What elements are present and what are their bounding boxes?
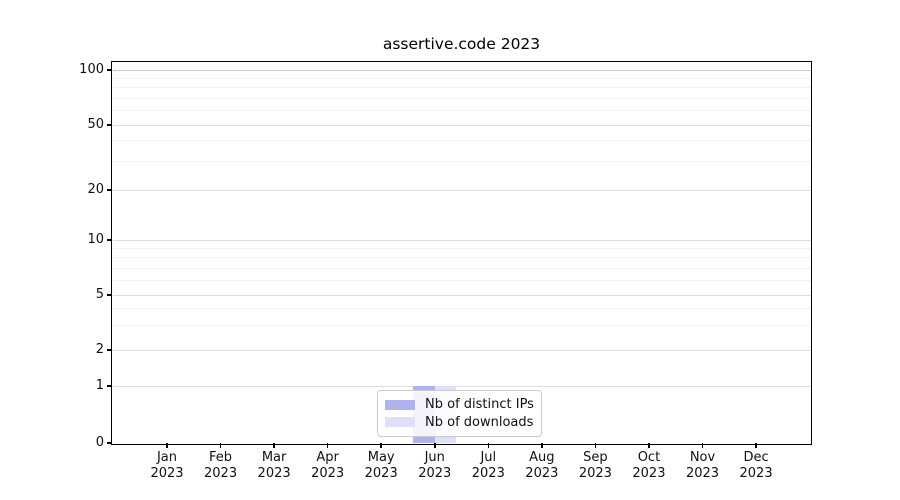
x-tick-label: Aug 2023: [507, 450, 577, 481]
y-tick-mark: [106, 124, 112, 126]
x-tick-label-line: Feb: [209, 450, 233, 465]
x-tick-label-line: Jan: [156, 450, 178, 465]
y-gridline-minor: [112, 257, 811, 259]
x-tick-label: Sep 2023: [560, 450, 630, 481]
x-tick-label: Jun 2023: [400, 450, 470, 481]
y-gridline-major: [112, 69, 811, 71]
x-tick-label: Feb 2023: [186, 450, 256, 481]
y-tick-mark: [106, 239, 112, 241]
x-tick-label-line: 2023: [739, 465, 773, 481]
x-tick-label: Nov 2023: [668, 450, 738, 481]
x-tick-label-line: Sep: [583, 450, 608, 465]
x-tick-mark: [380, 443, 382, 448]
x-tick-label: May 2023: [346, 450, 416, 481]
x-tick-label-line: Jun: [424, 450, 445, 465]
y-tick-label: 20: [87, 182, 104, 197]
chart-title: assertive.code 2023: [382, 35, 541, 53]
x-tick-label-line: 2023: [685, 465, 720, 481]
y-gridline-minor: [112, 87, 811, 89]
y-tick-mark: [106, 189, 112, 191]
x-tick-label: Oct 2023: [614, 450, 684, 481]
x-tick-label-line: 2023: [578, 465, 612, 481]
x-tick-label-line: May: [367, 450, 395, 465]
x-tick-label-line: 2023: [418, 465, 452, 481]
y-tick-mark: [106, 69, 112, 71]
plot-area: [112, 62, 811, 443]
y-tick-label: 1: [95, 378, 104, 393]
x-tick-mark: [648, 443, 650, 448]
x-tick-label-line: 2023: [150, 465, 184, 481]
y-tick-label: 50: [87, 117, 104, 132]
x-tick-mark: [326, 443, 329, 448]
y-tick-label: 10: [87, 232, 104, 247]
y-tick-mark: [106, 385, 112, 387]
y-tick-label: 0: [95, 435, 104, 450]
y-gridline-minor: [112, 325, 811, 327]
y-tick-mark: [106, 349, 112, 351]
legend: Nb of distinct IPs Nb of downloads: [377, 390, 542, 437]
y-gridline-minor: [112, 160, 811, 162]
y-tick-label: 5: [95, 287, 104, 302]
x-tick-mark: [219, 443, 222, 448]
y-tick-mark: [106, 442, 112, 444]
x-tick-label-line: 2023: [632, 465, 666, 481]
legend-label-distinct-ips: Nb of distinct IPs: [425, 397, 534, 413]
x-tick-mark: [755, 443, 757, 448]
y-gridline-major: [112, 349, 811, 351]
y-gridline-major: [112, 294, 811, 296]
y-gridline-minor: [112, 140, 811, 142]
x-tick-label-line: 2023: [311, 465, 345, 481]
x-tick-label-line: 2023: [204, 465, 238, 481]
x-tick-label: Jan 2023: [132, 450, 202, 481]
x-tick-label: Apr 2023: [293, 450, 363, 481]
y-gridline-major: [112, 189, 811, 191]
x-tick-label: Mar 2023: [239, 450, 309, 481]
legend-item-downloads: Nb of downloads: [385, 415, 533, 430]
legend-swatch-downloads: [385, 417, 415, 428]
y-gridline-minor: [112, 110, 811, 112]
y-gridline-minor: [112, 267, 811, 269]
x-tick-mark: [487, 443, 490, 448]
x-tick-label: Jul 2023: [453, 450, 523, 481]
y-gridline-minor: [112, 280, 811, 282]
x-tick-label-line: Jul: [480, 450, 497, 465]
x-tick-label-line: 2023: [257, 465, 291, 481]
x-tick-label-line: 2023: [471, 465, 505, 481]
y-gridline-minor: [112, 97, 811, 99]
x-tick-mark: [594, 443, 597, 448]
x-tick-label-line: Dec: [743, 450, 769, 465]
x-tick-label-line: Oct: [637, 450, 661, 465]
y-tick-mark: [106, 294, 112, 296]
y-gridline-minor: [112, 77, 811, 79]
x-tick-mark: [166, 443, 168, 448]
y-gridline-major: [112, 124, 811, 126]
x-tick-label-line: Aug: [529, 450, 555, 465]
y-gridline-major: [112, 385, 811, 387]
y-gridline-major: [112, 239, 811, 241]
x-tick-label-line: Apr: [316, 450, 339, 465]
x-tick-mark: [701, 443, 704, 448]
y-gridline-minor: [112, 247, 811, 249]
x-tick-label-line: 2023: [525, 465, 559, 481]
x-tick-label-line: Mar: [261, 450, 287, 465]
x-tick-mark: [273, 443, 275, 448]
y-tick-label: 100: [79, 62, 104, 77]
legend-swatch-distinct-ips: [385, 399, 415, 410]
x-tick-label: Dec 2023: [721, 450, 791, 481]
x-tick-mark: [541, 443, 543, 448]
x-tick-label-line: 2023: [364, 465, 398, 481]
x-tick-mark: [434, 443, 436, 448]
x-tick-label-line: Nov: [689, 450, 716, 465]
y-gridline-minor: [112, 307, 811, 309]
y-tick-label: 2: [95, 342, 104, 357]
legend-item-distinct-ips: Nb of distinct IPs: [385, 397, 534, 413]
legend-label-downloads: Nb of downloads: [425, 414, 534, 430]
